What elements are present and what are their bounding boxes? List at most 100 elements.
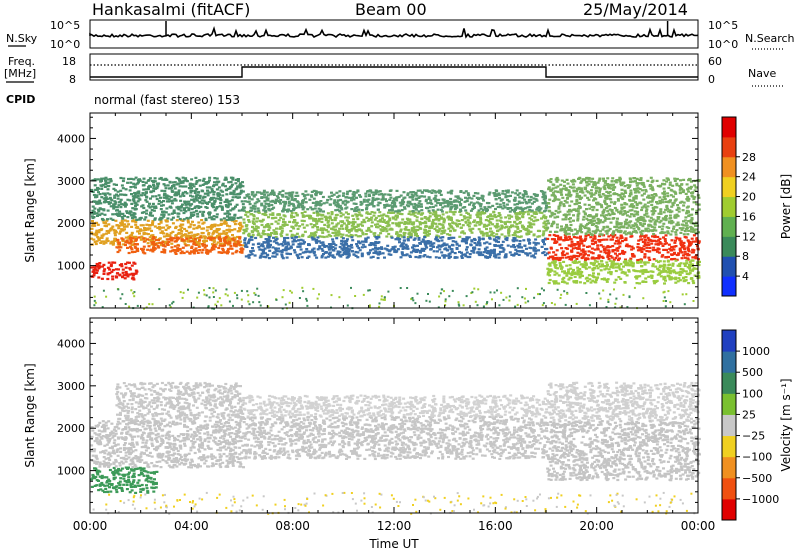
heatmap-cell [650, 194, 654, 197]
heatmap-cell [319, 227, 323, 230]
heatmap-cell [272, 229, 276, 232]
heatmap-cell [690, 228, 693, 231]
heatmap-cell [575, 190, 579, 193]
heatmap-cell [219, 202, 223, 205]
heatmap-cell [516, 227, 520, 230]
heatmap-cell [668, 217, 672, 220]
heatmap-cell [172, 209, 176, 212]
heatmap-cell [145, 227, 149, 230]
heatmap-cell [689, 185, 693, 188]
heatmap-cell [126, 198, 130, 201]
heatmap-cell [504, 222, 507, 226]
heatmap-cell [555, 256, 559, 259]
heatmap-cell [312, 250, 316, 253]
heatmap-cell [246, 242, 250, 245]
heatmap-cell [616, 249, 620, 252]
heatmap-cell [223, 200, 227, 203]
heatmap-cell [654, 194, 658, 197]
heatmap-cell [617, 242, 620, 245]
heatmap-cell [534, 212, 538, 215]
heatmap-cell [269, 243, 272, 246]
heatmap-cell [329, 243, 333, 246]
heatmap-cell [358, 235, 362, 238]
heatmap-cell [134, 235, 138, 238]
heatmap-cell [503, 226, 507, 229]
heatmap-cell [572, 233, 575, 236]
heatmap-cell [690, 237, 694, 240]
heatmap-cell [287, 201, 291, 204]
heatmap-cell [107, 201, 110, 204]
heatmap-cell [532, 200, 536, 203]
heatmap-cell [356, 223, 360, 226]
heatmap-cell [290, 235, 294, 238]
heatmap-cell [296, 245, 300, 248]
heatmap-cell [434, 198, 438, 201]
heatmap-cell [523, 198, 527, 201]
heatmap-cell [205, 229, 209, 232]
heatmap-cell [298, 225, 302, 228]
heatmap-cell [662, 195, 666, 199]
heatmap-cell [542, 194, 546, 197]
heatmap-cell [142, 240, 146, 243]
heatmap-cell [255, 201, 259, 204]
heatmap-cell [434, 238, 438, 241]
heatmap-cell [557, 207, 561, 210]
heatmap-cell [94, 268, 98, 271]
heatmap-cell [262, 229, 266, 232]
heatmap-cell [376, 241, 380, 244]
heatmap-cell [526, 230, 530, 233]
heatmap-cell [313, 254, 317, 257]
heatmap-cell [660, 230, 664, 234]
heatmap-cell [592, 206, 596, 209]
heatmap-cell [674, 245, 678, 248]
heatmap-cell [364, 238, 368, 241]
heatmap-cell [230, 185, 233, 188]
heatmap-cell [232, 242, 236, 245]
heatmap-cell [461, 206, 465, 209]
heatmap-cell [113, 261, 117, 264]
heatmap-cell [111, 218, 115, 221]
heatmap-cell [477, 209, 481, 212]
heatmap-cell [92, 212, 96, 215]
heatmap-cell [450, 243, 454, 246]
heatmap-cell [274, 247, 277, 250]
heatmap-cell [192, 249, 196, 252]
heatmap-cell [239, 244, 243, 247]
heatmap-cell [258, 191, 262, 194]
heatmap-cell [192, 199, 196, 202]
heatmap-cell [192, 241, 196, 244]
heatmap-cell [483, 223, 487, 226]
heatmap-cell [115, 224, 119, 227]
heatmap-cell [465, 216, 469, 219]
heatmap-cell [174, 240, 178, 243]
heatmap-cell [637, 227, 641, 230]
heatmap-cell [498, 203, 502, 206]
heatmap-cell [95, 233, 99, 236]
heatmap-cell [622, 181, 625, 184]
heatmap-cell [532, 241, 536, 244]
heatmap-cell [615, 222, 619, 225]
heatmap-cell [603, 219, 607, 222]
heatmap-cell [478, 197, 482, 200]
heatmap-cell [676, 215, 680, 218]
heatmap-cell [115, 212, 119, 215]
heatmap-cell [266, 241, 270, 244]
heatmap-cell [233, 223, 237, 226]
heatmap-cell [528, 252, 532, 255]
heatmap-cell [207, 201, 211, 204]
heatmap-cell [256, 230, 260, 233]
heatmap-cell [205, 239, 208, 243]
heatmap-cell [112, 229, 116, 232]
heatmap-cell [364, 239, 368, 242]
heatmap-cell [123, 228, 126, 231]
heatmap-cell [616, 258, 620, 262]
heatmap-cell [294, 240, 298, 243]
heatmap-cell [553, 196, 557, 199]
heatmap-cell [413, 234, 417, 237]
heatmap-cell [191, 237, 195, 241]
heatmap-cell [485, 208, 489, 211]
heatmap-cell [590, 180, 593, 183]
heatmap-cell [528, 224, 532, 227]
heatmap-cell [551, 187, 555, 190]
heatmap-cell [425, 189, 428, 193]
